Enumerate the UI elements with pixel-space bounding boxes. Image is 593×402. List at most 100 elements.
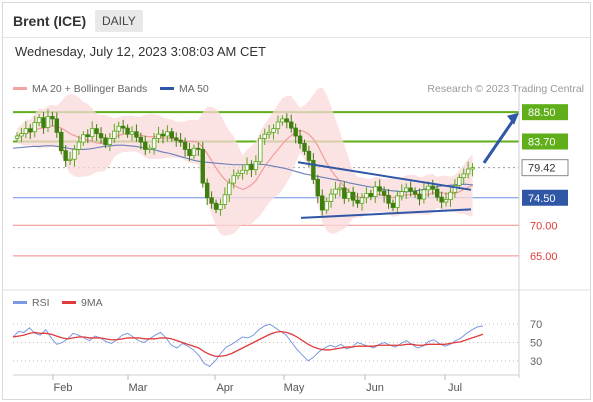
candle-body [359, 197, 365, 204]
candle-body [19, 133, 24, 137]
timestamp: Wednesday, July 12, 2023 3:08:03 AM CET [15, 44, 266, 59]
candle-body [280, 118, 285, 123]
level-label: 74.50 [528, 193, 556, 205]
rsi-tick-label: 70 [530, 319, 542, 331]
ma50-line [12, 144, 474, 193]
candle-body [72, 149, 77, 160]
candle-body [324, 201, 329, 211]
bollinger-band [17, 87, 473, 236]
candle-body [218, 204, 223, 210]
rsi-tick-label: 30 [530, 356, 542, 368]
candle-body [165, 131, 170, 137]
candle-body [266, 131, 272, 135]
candle-body [302, 142, 307, 152]
candle-body [94, 128, 99, 134]
candle-body [297, 135, 303, 144]
candle-body [275, 121, 281, 130]
candle-body [50, 116, 55, 120]
price-chart[interactable]: 88.50 83.70 79.42 74.50 70.00 65.00 70 50 30 Feb M… [3, 3, 590, 399]
candle-body [443, 199, 449, 203]
x-tick-label: Jun [366, 382, 384, 394]
level-label-box [522, 189, 568, 206]
candle-body [461, 173, 466, 178]
trendline-upper [297, 161, 472, 191]
level-label: 88.50 [528, 107, 556, 119]
candle-body [32, 122, 37, 133]
candle-body [465, 168, 471, 175]
level-label: 65.00 [530, 251, 558, 263]
candle-body [457, 177, 462, 186]
candle-body [81, 134, 86, 143]
candle-body [452, 185, 458, 193]
candle-body [209, 197, 214, 204]
rsi-line [12, 323, 484, 367]
x-tick-label: Apr [216, 382, 233, 394]
x-tick-label: Feb [54, 382, 73, 394]
candle-body [253, 161, 259, 171]
candle-body [147, 147, 152, 150]
candle-body [89, 128, 95, 138]
candle-body [342, 187, 347, 199]
candle-body [54, 118, 60, 133]
candle-body [222, 194, 228, 205]
candle-body [399, 191, 405, 197]
candle-body [191, 147, 197, 156]
candle-body [174, 137, 179, 141]
candle-body [28, 128, 33, 133]
candle-body [156, 133, 161, 139]
candle-body [434, 188, 440, 198]
candle-body [319, 195, 325, 211]
candle-body [41, 117, 46, 128]
projection-arrow [482, 116, 517, 164]
candle-body [421, 189, 427, 200]
candle-body [271, 128, 276, 133]
candle-body [103, 137, 108, 145]
candle-body [426, 185, 431, 191]
candle-body [59, 131, 64, 152]
x-tick-label: Jul [448, 382, 462, 394]
level-label: 83.70 [528, 137, 556, 149]
period-badge[interactable]: DAILY [95, 10, 143, 32]
candle-body [178, 139, 183, 143]
candle-body [470, 167, 475, 170]
last-price-box [521, 159, 569, 177]
x-tick-label: May [284, 382, 305, 394]
x-tick-label: Mar [129, 382, 148, 394]
ma9-legend-item: 9MA [62, 297, 103, 309]
candle-body [67, 158, 73, 161]
candle-body [45, 116, 51, 128]
candle-body [408, 187, 413, 192]
candle-body [76, 141, 82, 150]
candle-body [204, 182, 210, 199]
candle-body [364, 193, 369, 199]
candle-body [284, 118, 290, 123]
candle-body [200, 149, 205, 184]
candle-body [143, 141, 148, 150]
candle-body [134, 131, 139, 138]
widget-header: Brent (ICE) DAILY [3, 3, 590, 38]
candle-body [107, 138, 113, 145]
candle-body [373, 186, 378, 197]
candle-body [231, 175, 236, 184]
candle-body [98, 133, 104, 139]
level-label-box [522, 133, 568, 150]
candle-body [350, 191, 356, 201]
candle-body [258, 138, 263, 163]
candle-body [328, 193, 334, 202]
candle-body [262, 133, 267, 139]
ma9-legend-swatch [62, 300, 76, 304]
candle-body [196, 147, 201, 150]
candle-body [249, 164, 254, 171]
candle-body [112, 130, 117, 139]
candle-body [386, 194, 391, 204]
candle-body [116, 125, 121, 132]
candle-body [412, 190, 418, 195]
trendline-lower [300, 208, 472, 219]
candle-body [240, 169, 245, 174]
ma9-legend-label: 9MA [81, 297, 103, 309]
projection-arrow-head [507, 112, 519, 125]
candle-body [306, 150, 312, 161]
rsi-legend-swatch [13, 300, 27, 304]
candle-body [182, 141, 188, 150]
candle-body [85, 134, 90, 138]
